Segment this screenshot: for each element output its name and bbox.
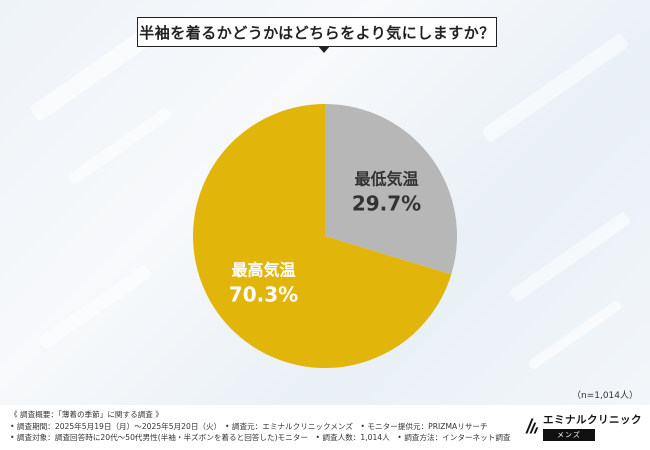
pie-slice-1 <box>325 104 458 275</box>
survey-detail-line-1: • 調査期間：2025年5月19日（月）～2025年5月20日（火） • 調査元… <box>10 421 488 431</box>
slice-value-1: 29.7% <box>352 191 421 215</box>
slice-label-2: 最高気温 <box>231 261 295 280</box>
question-title-box: 半袖を着るかどうかはどちらをより気にしますか？ <box>137 17 497 47</box>
clinic-logo: エミナルクリニック メンズ <box>524 410 642 442</box>
slice-label-1: 最低気温 <box>355 169 419 188</box>
sample-size-label: （n=1,014人） <box>571 391 638 401</box>
survey-heading: 《 調査概要：「薄着の季節」に関する調査 》 <box>10 410 163 419</box>
slice-value-2: 70.3% <box>229 283 298 307</box>
survey-detail-line-2: • 調査対象：調査回答時に20代～50代男性(半袖・半ズボンを着ると回答した)モ… <box>10 433 511 442</box>
chart-title: 半袖を着るかどうかはどちらをより気にしますか？ <box>139 23 495 42</box>
logo-mark-icon <box>525 418 539 434</box>
logo-sub: メンズ <box>543 428 595 441</box>
title-pointer <box>318 46 330 53</box>
survey-footer: 《 調査概要：「薄着の季節」に関する調査 》 • 調査期間：2025年5月19日… <box>0 405 650 450</box>
logo-name: エミナルクリニック <box>543 413 642 426</box>
pie-slice-2 <box>193 104 452 368</box>
